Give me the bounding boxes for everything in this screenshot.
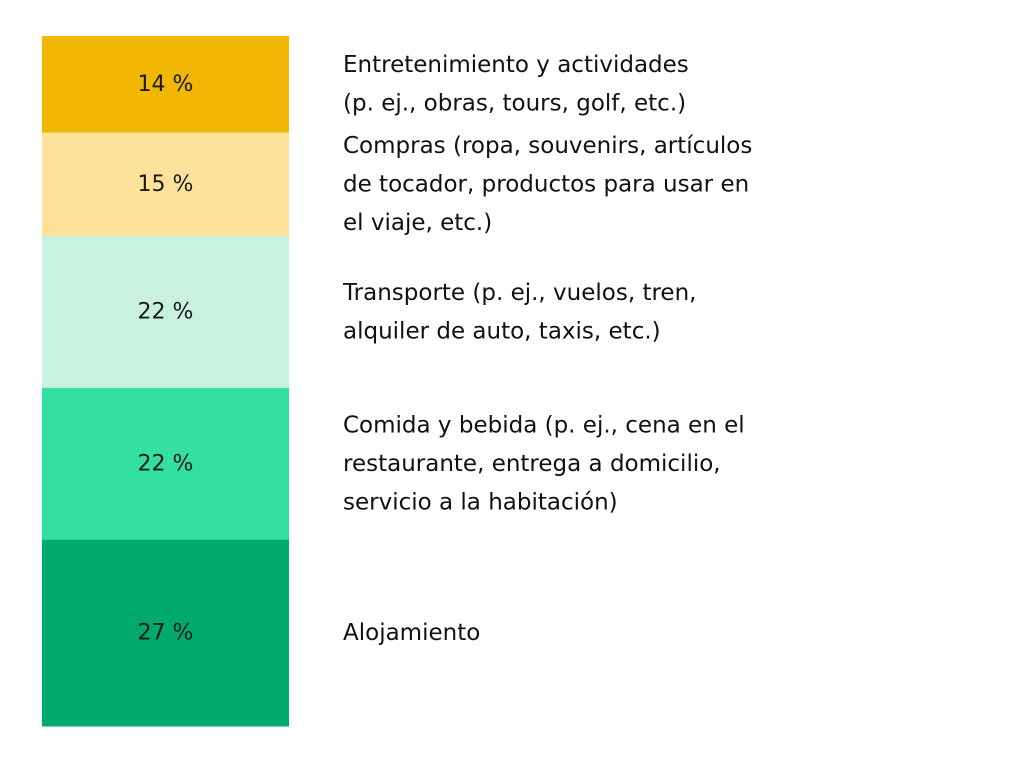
description-line: de tocador, productos para usar en (343, 171, 749, 197)
bar-segment-2 (42, 132, 289, 237)
bar-segment-1 (42, 36, 289, 134)
description-line: servicio a la habitación) (343, 489, 618, 515)
description-line: Comida y bebida (p. ej., cena en el (343, 412, 745, 438)
category-description-3: Transporte (p. ej., vuelos, tren, alquile… (342, 280, 696, 345)
bar-segment-3 (42, 236, 289, 389)
category-description-1: Entretenimiento y actividades (p. ej., ob… (343, 52, 689, 117)
category-description-4: Comida y bebida (p. ej., cena en el resta… (343, 412, 745, 515)
description-line: Transporte (p. ej., vuelos, tren, (342, 280, 696, 306)
bar-segment-5 (42, 539, 289, 727)
description-line: (p. ej., obras, tours, golf, etc.) (343, 91, 686, 117)
description-line: Compras (ropa, souvenirs, artículos (343, 133, 752, 159)
category-descriptions: Entretenimiento y actividades (p. ej., ob… (342, 52, 752, 646)
description-line: Alojamiento (343, 620, 480, 646)
bar-column (42, 36, 289, 727)
bar-segment-4 (42, 387, 289, 541)
category-description-5: Alojamiento (343, 620, 480, 646)
value-label-5: 27 % (138, 620, 194, 645)
value-label-3: 22 % (138, 300, 194, 325)
category-description-2: Compras (ropa, souvenirs, artículos de to… (343, 133, 752, 236)
description-line: alquiler de auto, taxis, etc.) (343, 318, 661, 344)
description-line: restaurante, entrega a domicilio, (343, 451, 721, 477)
description-line: Entretenimiento y actividades (343, 52, 689, 78)
description-line: el viaje, etc.) (343, 210, 492, 236)
value-label-1: 14 % (138, 72, 194, 97)
value-label-4: 22 % (138, 451, 194, 476)
value-labels: 14 % 15 % 22 % 22 % 27 % (138, 72, 194, 646)
value-label-2: 15 % (138, 172, 194, 197)
